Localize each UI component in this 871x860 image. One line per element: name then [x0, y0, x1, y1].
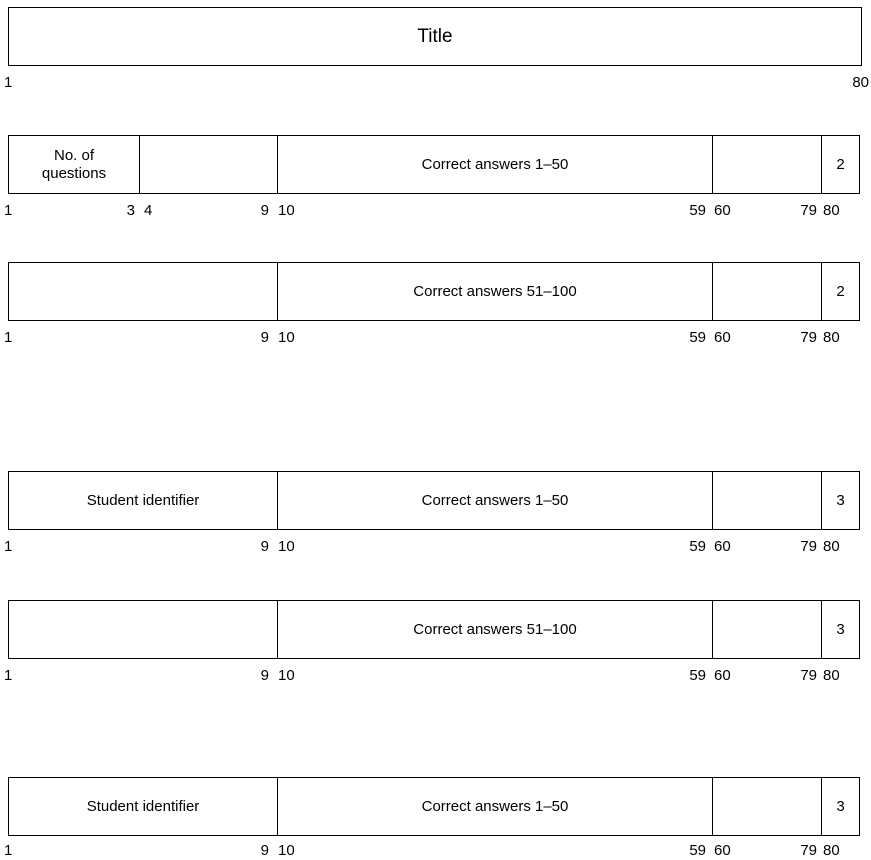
column-number: 1	[4, 329, 13, 346]
no-of-questions-field: No. of questions	[41, 146, 107, 182]
column-number: 59	[689, 842, 706, 859]
student-card-1a: Student identifier Correct answers 1–50 …	[8, 471, 860, 530]
column-number: 59	[689, 329, 706, 346]
column-number: 9	[260, 842, 269, 859]
card-type-field: 3	[821, 472, 859, 529]
card-type-field: 2	[821, 263, 859, 320]
column-number: 9	[260, 329, 269, 346]
column-number: 80	[823, 538, 840, 555]
card-type-field: 3	[821, 601, 859, 658]
correct-answers-field: Correct answers 1–50	[277, 472, 712, 529]
card-type-field: 3	[821, 778, 859, 835]
blank-field	[9, 263, 277, 320]
column-number: 10	[278, 667, 295, 684]
correct-answers-field: Correct answers 1–50	[277, 778, 712, 835]
blank-field	[139, 136, 277, 193]
column-number: 60	[714, 202, 731, 219]
column-number: 79	[800, 202, 817, 219]
column-number: 59	[689, 202, 706, 219]
blank-field	[712, 136, 821, 193]
column-number: 1	[4, 538, 13, 555]
blank-field	[712, 263, 821, 320]
column-number: 80	[823, 329, 840, 346]
column-number: 80	[852, 74, 869, 91]
column-number: 10	[278, 842, 295, 859]
blank-field	[9, 601, 277, 658]
column-number: 1	[4, 202, 13, 219]
student-identifier-field: Student identifier	[86, 797, 200, 815]
column-number: 79	[800, 667, 817, 684]
column-number: 9	[260, 538, 269, 555]
column-number: 1	[4, 842, 13, 859]
correct-answers-field: Correct answers 1–50	[277, 136, 712, 193]
column-number: 9	[260, 202, 269, 219]
column-number: 79	[800, 329, 817, 346]
column-number: 60	[714, 538, 731, 555]
student-card-1b: Correct answers 51–100 3	[8, 600, 860, 659]
student-card-2a: Student identifier Correct answers 1–50 …	[8, 777, 860, 836]
column-number: 80	[823, 667, 840, 684]
column-number: 79	[800, 538, 817, 555]
blank-field	[712, 472, 821, 529]
column-number: 10	[278, 538, 295, 555]
column-number: 1	[4, 667, 13, 684]
column-number: 10	[278, 202, 295, 219]
student-identifier-field: Student identifier	[86, 491, 200, 509]
correct-answers-field: Correct answers 51–100	[277, 601, 712, 658]
column-number: 79	[800, 842, 817, 859]
title-field: Title	[417, 25, 453, 47]
column-number: 80	[823, 202, 840, 219]
card-type-field: 2	[821, 136, 859, 193]
answer-card-1: No. of questions Correct answers 1–50 2	[8, 135, 860, 194]
column-number: 60	[714, 329, 731, 346]
column-number: 9	[260, 667, 269, 684]
column-number: 59	[689, 538, 706, 555]
answer-card-2: Correct answers 51–100 2	[8, 262, 860, 321]
column-number: 3	[126, 202, 135, 219]
column-number: 60	[714, 842, 731, 859]
column-number: 59	[689, 667, 706, 684]
column-number: 4	[144, 202, 153, 219]
blank-field	[712, 778, 821, 835]
column-number: 1	[4, 74, 13, 91]
blank-field	[712, 601, 821, 658]
column-number: 80	[823, 842, 840, 859]
column-number: 10	[278, 329, 295, 346]
column-number: 60	[714, 667, 731, 684]
title-card: Title	[8, 7, 862, 66]
correct-answers-field: Correct answers 51–100	[277, 263, 712, 320]
